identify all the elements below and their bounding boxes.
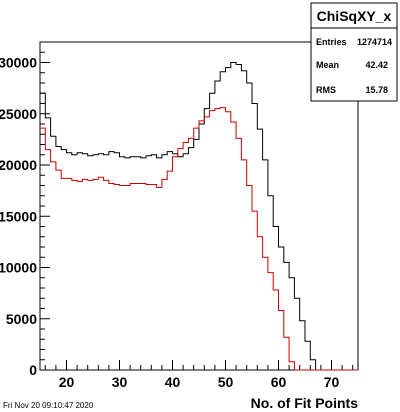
y-axis: 0 5000 10000 15000 20000 25000 30000 — [0, 41, 50, 378]
y-tick-label: 10000 — [0, 260, 37, 276]
x-tick-label: 40 — [165, 374, 181, 390]
y-tick-label: 25000 — [0, 106, 37, 122]
stats-rms-label: RMS — [316, 85, 336, 95]
y-tick-label: 20000 — [0, 157, 37, 173]
y-tick-label: 15000 — [0, 208, 37, 224]
x-axis-title: No. of Fit Points — [251, 395, 359, 411]
stats-box-frame — [310, 2, 398, 102]
y-tick-label: 5000 — [6, 311, 37, 327]
x-tick-label: 20 — [59, 374, 75, 390]
x-tick-label: 50 — [218, 374, 234, 390]
stats-title: ChiSqXY_x — [317, 8, 392, 24]
x-tick-label: 30 — [112, 374, 128, 390]
x-tick-label: 60 — [271, 374, 287, 390]
y-tick-label: 0 — [29, 362, 37, 378]
histogram-series-1 — [40, 62, 358, 371]
stats-box: ChiSqXY_x Entries 1274714 Mean 42.42 RMS… — [310, 2, 398, 102]
stats-mean-value: 42.42 — [365, 60, 388, 70]
plot-frame — [39, 41, 359, 371]
stats-entries-value: 1274714 — [357, 37, 392, 47]
x-axis: 20 30 40 50 60 70 — [44, 360, 354, 390]
x-tick-label: 70 — [324, 374, 340, 390]
stats-entries-label: Entries — [316, 37, 347, 47]
stats-mean-label: Mean — [316, 60, 339, 70]
histogram-series-2 — [40, 107, 358, 371]
stats-rms-value: 15.78 — [365, 85, 388, 95]
date-stamp: Fri Nov 20 09:10:47 2020 — [3, 401, 94, 410]
y-tick-label: 30000 — [0, 55, 37, 71]
